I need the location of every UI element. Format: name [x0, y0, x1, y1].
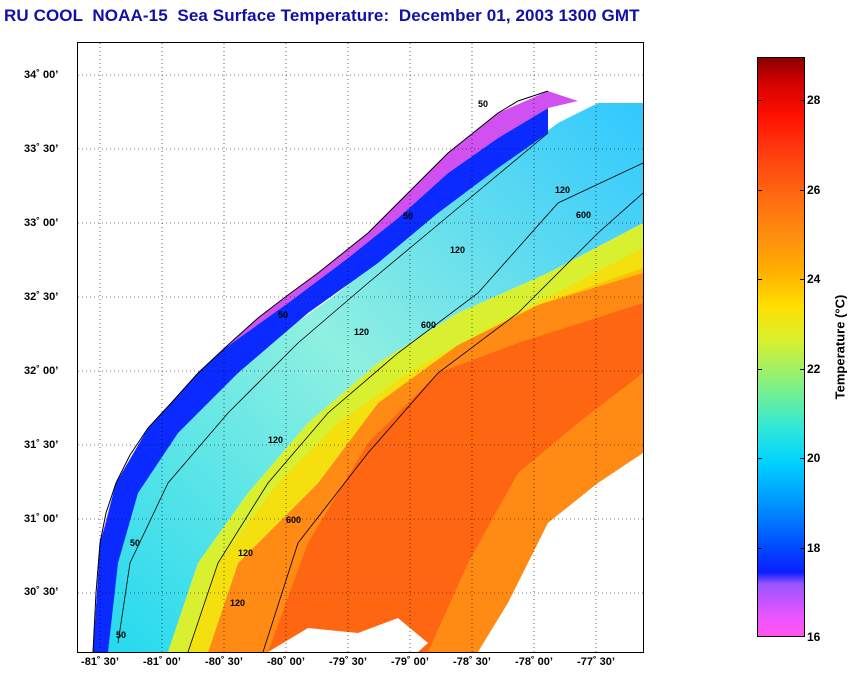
shelf-water [93, 103, 643, 652]
contour-label-120: 120 [238, 548, 253, 558]
sst-map-canvas: 50 50 50 50 50 120 120 120 120 120 120 6… [78, 43, 644, 653]
lon-label: -81˚ 30’ [81, 656, 119, 668]
nearshore-cold-water [93, 108, 548, 652]
colorbar-tick-mark [757, 369, 762, 370]
contour-label-50: 50 [478, 99, 488, 109]
contour-label-50: 50 [403, 211, 413, 221]
sst-map: 50 50 50 50 50 120 120 120 120 120 120 6… [77, 42, 644, 653]
contour-label-120: 120 [555, 185, 570, 195]
lat-label: 30˚ 30’ [24, 586, 59, 598]
land-cape [548, 43, 643, 101]
contour-600 [262, 192, 644, 653]
lat-label: 31˚ 00’ [24, 513, 59, 525]
colorbar-tick-label: 28 [807, 93, 821, 107]
gulf-stream-core [268, 303, 643, 652]
lon-label: -78˚ 30’ [453, 656, 491, 668]
colorbar-tick-mark [800, 369, 805, 370]
map-title: RU COOL NOAA-15 Sea Surface Temperature:… [4, 6, 640, 25]
contour-label-600: 600 [421, 320, 436, 330]
contour-label-120: 120 [450, 245, 465, 255]
lat-label: 31˚ 30’ [24, 439, 59, 451]
lat-label: 33˚ 30’ [24, 143, 59, 155]
colorbar-tick-label: 26 [807, 183, 821, 197]
lon-label: -80˚ 00’ [267, 656, 305, 668]
lon-label: -79˚ 00’ [391, 656, 429, 668]
lon-label: -78˚ 00’ [515, 656, 553, 668]
colorbar-tick-label: 24 [807, 272, 821, 286]
colorbar-tick-label: 16 [807, 630, 821, 644]
land-mass [78, 43, 548, 652]
contour-120 [187, 162, 644, 653]
contour-label-50: 50 [130, 538, 140, 548]
contour-label-120: 120 [230, 598, 245, 608]
lon-label: -81˚ 00’ [143, 656, 181, 668]
lat-label: 32˚ 00’ [24, 365, 59, 377]
colorbar-tick-label: 20 [807, 451, 821, 465]
contour-label-120: 120 [268, 435, 283, 445]
colorbar-tick-label: 22 [807, 362, 821, 376]
contour-50 [117, 132, 549, 644]
contour-label-50: 50 [278, 310, 288, 320]
lon-label: -80˚ 30’ [205, 656, 243, 668]
colorbar-tick-mark [757, 190, 762, 191]
contour-label-50: 50 [116, 630, 126, 640]
lon-label: -77˚ 30’ [577, 656, 615, 668]
graticule [78, 43, 643, 652]
cloud-cover [478, 453, 643, 652]
colorbar-tick-label: 18 [807, 541, 821, 555]
contour-label-600: 600 [576, 210, 591, 220]
colorbar-tick-mark [757, 458, 762, 459]
lon-label: -79˚ 30’ [329, 656, 367, 668]
lat-label: 32˚ 30’ [24, 291, 59, 303]
coastline [92, 90, 549, 653]
colorbar-tick-mark [757, 548, 762, 549]
colorbar-tick-mark [800, 100, 805, 101]
colorbar-tick-mark [757, 279, 762, 280]
colorbar-tick-mark [800, 190, 805, 191]
colorbar-axis-label: Temperature (°C) [832, 294, 848, 400]
contour-label-600: 600 [286, 515, 301, 525]
temperature-colorbar [757, 57, 805, 637]
colorbar-tick-mark [800, 548, 805, 549]
colorbar-tick-mark [757, 100, 762, 101]
lat-label: 34˚ 00’ [24, 69, 59, 81]
colorbar-tick-mark [800, 279, 805, 280]
lat-label: 33˚ 00’ [24, 217, 59, 229]
colorbar-tick-mark [800, 458, 805, 459]
contour-label-120: 120 [354, 327, 369, 337]
